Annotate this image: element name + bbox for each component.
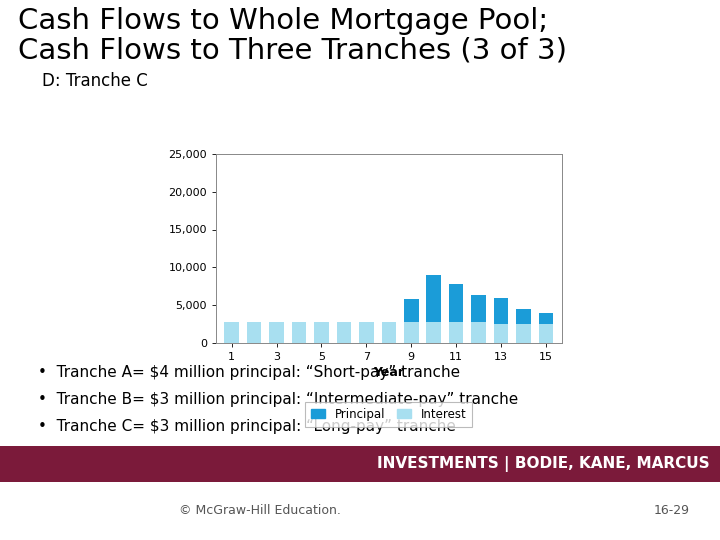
- Text: 16-29: 16-29: [654, 503, 690, 516]
- FancyBboxPatch shape: [0, 446, 720, 482]
- Text: •  Tranche C= $3 million principal: “Long-pay” tranche: • Tranche C= $3 million principal: “Long…: [38, 419, 456, 434]
- Bar: [494, 324, 508, 343]
- Bar: [539, 324, 553, 343]
- Legend: Principal, Interest: Principal, Interest: [305, 402, 472, 427]
- Text: INVESTMENTS | BODIE, KANE, MARCUS: INVESTMENTS | BODIE, KANE, MARCUS: [377, 456, 710, 472]
- Bar: [449, 284, 464, 322]
- Text: © McGraw-Hill Education.: © McGraw-Hill Education.: [179, 503, 341, 516]
- Text: Cash Flows to Three Tranches (3 of 3): Cash Flows to Three Tranches (3 of 3): [18, 36, 567, 64]
- Text: D: Tranche C: D: Tranche C: [42, 72, 148, 90]
- Bar: [404, 322, 418, 343]
- X-axis label: Year: Year: [373, 366, 405, 379]
- Bar: [426, 322, 441, 343]
- Bar: [337, 322, 351, 343]
- Bar: [472, 322, 486, 343]
- Bar: [359, 322, 374, 343]
- Bar: [426, 275, 441, 322]
- Bar: [539, 313, 553, 324]
- Text: •  Tranche B= $3 million principal: “Intermediate-pay” tranche: • Tranche B= $3 million principal: “Inte…: [38, 392, 518, 407]
- Bar: [247, 322, 261, 343]
- Bar: [382, 322, 396, 343]
- Bar: [292, 322, 306, 343]
- Bar: [225, 322, 239, 343]
- Bar: [269, 322, 284, 343]
- Bar: [516, 309, 531, 324]
- Bar: [494, 298, 508, 324]
- Bar: [404, 299, 418, 322]
- Bar: [449, 322, 464, 343]
- Text: •  Tranche A= $4 million principal: “Short-pay” tranche: • Tranche A= $4 million principal: “Shor…: [38, 365, 460, 380]
- Bar: [516, 324, 531, 343]
- Bar: [314, 322, 329, 343]
- Text: Cash Flows to Whole Mortgage Pool;: Cash Flows to Whole Mortgage Pool;: [18, 7, 548, 35]
- Bar: [472, 295, 486, 322]
